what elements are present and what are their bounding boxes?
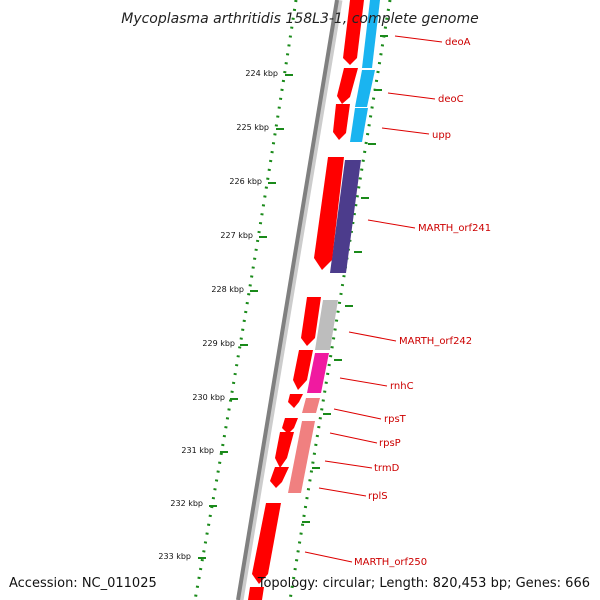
gene-label-trmD[interactable]: trmD	[374, 463, 400, 474]
gene-label-orf242[interactable]: MARTH_orf242	[399, 336, 472, 347]
kbp-label: 224 kbp	[245, 69, 278, 78]
kbp-label: 225 kbp	[236, 123, 269, 132]
inner-ring-dots	[288, 0, 392, 600]
kbp-label: 226 kbp	[229, 177, 262, 186]
kbp-tick-marks	[198, 74, 293, 559]
inner-tick-marks	[302, 35, 388, 523]
cog-segment-rpsT	[302, 398, 320, 413]
cog-segment-orf241	[330, 160, 361, 273]
label-leader-lines	[304, 35, 443, 563]
gene-label-rpsT[interactable]: rpsT	[384, 414, 407, 425]
kbp-label: 228 kbp	[211, 285, 244, 294]
kbp-label: 230 kbp	[192, 393, 225, 402]
topology-text: Topology: circular; Length: 820,453 bp; …	[257, 576, 590, 591]
gene-label-orf241[interactable]: MARTH_orf241	[418, 223, 491, 234]
gene-label-rpsP[interactable]: rpsP	[379, 438, 401, 449]
gene-label-upp[interactable]: upp	[432, 130, 451, 141]
gene-label-rnhC[interactable]: rnhC	[390, 381, 414, 392]
gene-labels: deoA deoC upp MARTH_orf241 MARTH_orf242 …	[354, 37, 491, 568]
gene-orf241[interactable]	[314, 157, 344, 270]
kbp-label: 232 kbp	[170, 499, 203, 508]
gene-orf250[interactable]	[252, 503, 281, 584]
gene-rplS[interactable]	[270, 467, 289, 488]
gene-orf242-a[interactable]	[301, 297, 321, 346]
gene-deoC[interactable]	[337, 68, 358, 104]
cog-segment-upp	[350, 108, 368, 142]
kbp-label: 233 kbp	[158, 552, 191, 561]
gene-track	[248, 0, 364, 600]
accession-text: Accession: NC_011025	[9, 576, 157, 591]
gene-rpsT[interactable]	[288, 394, 303, 408]
gene-rpsP[interactable]	[282, 418, 298, 434]
gene-trmD[interactable]	[275, 432, 294, 468]
kbp-label: 227 kbp	[220, 231, 253, 240]
gene-next[interactable]	[248, 587, 264, 600]
cog-segment-orf242	[315, 300, 338, 350]
gene-label-deoA[interactable]: deoA	[445, 37, 471, 48]
cog-segment-deoA	[362, 0, 380, 68]
map-title: Mycoplasma arthritidis 158L3-1, complete…	[121, 11, 479, 27]
backbone-line	[236, 0, 339, 600]
cog-segment-rplS	[288, 421, 315, 493]
kbp-label: 231 kbp	[181, 446, 214, 455]
gene-orf242-b[interactable]	[293, 350, 313, 390]
cog-segment-deoC	[355, 70, 375, 107]
cog-band	[288, 0, 380, 493]
gene-label-orf250[interactable]: MARTH_orf250	[354, 557, 427, 568]
cog-segment-rnhC	[307, 353, 329, 393]
gene-label-deoC[interactable]: deoC	[438, 94, 464, 105]
gene-label-rplS[interactable]: rplS	[368, 491, 388, 502]
tick-ring-dots	[193, 0, 298, 600]
kbp-tick-labels: 224 kbp 225 kbp 226 kbp 227 kbp 228 kbp …	[158, 69, 278, 561]
gene-deoA[interactable]	[343, 0, 364, 65]
gene-upp[interactable]	[333, 104, 350, 140]
kbp-label: 229 kbp	[202, 339, 235, 348]
